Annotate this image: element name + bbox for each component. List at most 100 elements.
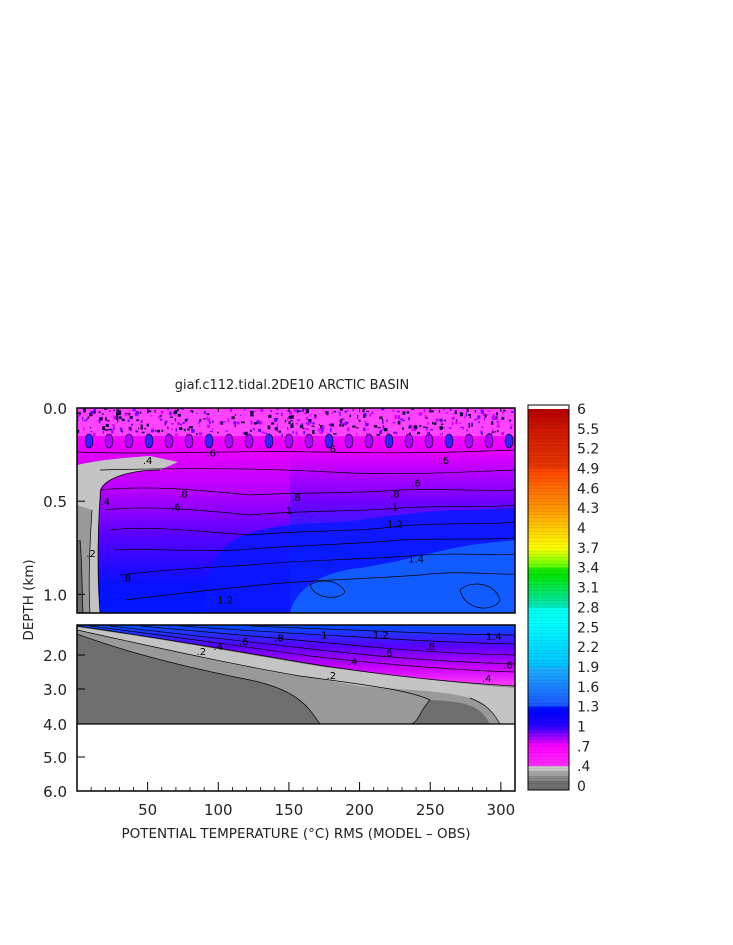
noise-mark (494, 418, 498, 420)
noise-mark (191, 429, 195, 433)
colorbar-swatch (528, 676, 569, 681)
noise-mark (104, 408, 108, 410)
noise-mark (303, 431, 306, 435)
noise-mark (287, 417, 289, 421)
colorbar-swatch (528, 478, 569, 483)
y-tick-label: 2.0 (43, 647, 67, 665)
noise-mark (302, 408, 304, 412)
noise-mark (470, 424, 473, 427)
noise-mark (141, 419, 143, 423)
noise-mark (250, 429, 253, 432)
noise-mark (356, 433, 358, 435)
noise-mark (77, 416, 80, 418)
noise-mark (318, 423, 320, 426)
noise-mark (206, 416, 208, 421)
noise-mark (314, 414, 317, 418)
noise-mark (173, 411, 177, 415)
noise-mark (397, 415, 401, 420)
noise-mark (346, 409, 349, 412)
bottom-panel-light-gray-region (77, 627, 515, 724)
noise-mark (212, 428, 214, 430)
colorbar-swatch (528, 680, 569, 684)
noise-mark (104, 429, 109, 431)
colorbar-label: 3.4 (577, 561, 599, 577)
contour-label: .2 (197, 647, 207, 658)
contour-label: 1.2 (387, 519, 403, 530)
colorbar-swatch (528, 703, 569, 708)
colorbar-swatch (528, 410, 569, 414)
colorbar-label: 3.7 (577, 541, 599, 557)
noise-mark (220, 421, 224, 425)
top-panel-contour-lines (77, 449, 515, 613)
x-axis: 50 100 150 200 250 300 (90, 408, 515, 819)
colorbar-swatch (528, 733, 569, 737)
noise-mark (291, 422, 294, 425)
noise-mark (384, 427, 388, 432)
noise-mark (320, 425, 323, 429)
noise-mark (358, 420, 361, 422)
noise-mark (502, 411, 504, 414)
noise-mark (243, 409, 247, 411)
noise-mark (289, 415, 292, 420)
colorbar-swatch (528, 584, 569, 588)
noise-mark (352, 409, 354, 411)
colorbar-swatch (528, 412, 569, 416)
noise-mark (347, 427, 350, 432)
colorbar-swatch (528, 778, 569, 782)
colorbar-swatch (528, 426, 569, 430)
noise-mark (341, 418, 345, 420)
colorbar-swatch (528, 455, 569, 460)
noise-mark (305, 428, 309, 431)
colorbar-swatch (528, 709, 569, 714)
noise-mark (113, 415, 117, 420)
noise-mark (409, 432, 411, 435)
noise-mark (371, 412, 374, 414)
noise-mark (468, 414, 471, 416)
noise-mark (276, 430, 279, 433)
noise-mark (112, 424, 115, 426)
noise-mark (357, 415, 359, 419)
noise-mark (303, 408, 306, 410)
noise-mark (199, 425, 201, 427)
noise-mark (120, 428, 123, 432)
contour-label: .4 (482, 674, 492, 685)
noise-mark (128, 426, 130, 431)
noise-mark (352, 425, 356, 428)
noise-mark (233, 421, 237, 425)
colorbar-swatch (528, 776, 569, 779)
noise-mark (366, 410, 369, 413)
noise-mark (117, 419, 119, 423)
colorbar-swatch (528, 663, 569, 668)
colorbar-swatch (528, 481, 569, 486)
x-axis-label: POTENTIAL TEMPERATURE (°C) RMS (MODEL – … (121, 826, 470, 842)
y-tick-label: 0.0 (43, 400, 67, 418)
colorbar-swatch (528, 448, 569, 453)
noise-mark (330, 428, 332, 432)
noise-mark (459, 422, 461, 424)
contour-label: 1.2 (217, 596, 233, 607)
noise-mark (222, 421, 226, 423)
colorbar-swatch (528, 696, 569, 701)
noise-mark (311, 425, 315, 428)
noise-mark (160, 411, 164, 414)
noise-mark (411, 408, 414, 411)
colorbar-label: 2.2 (577, 640, 599, 656)
noise-mark (276, 423, 278, 428)
colorbar-swatch (528, 627, 569, 631)
noise-mark (408, 424, 412, 429)
noise-mark (276, 408, 279, 410)
noise-mark (278, 430, 281, 433)
noise-mark (83, 408, 87, 413)
noise-mark (310, 421, 312, 424)
noise-mark (459, 413, 464, 415)
noise-mark (308, 419, 312, 422)
noise-mark (377, 427, 381, 429)
noise-mark (119, 416, 122, 419)
colorbar-swatch (528, 534, 569, 539)
noise-mark (440, 423, 444, 425)
contour-label: 1 (286, 506, 292, 517)
noise-mark (432, 421, 434, 425)
noise-mark (256, 420, 260, 424)
noise-mark (166, 408, 170, 410)
noise-mark (111, 430, 114, 434)
